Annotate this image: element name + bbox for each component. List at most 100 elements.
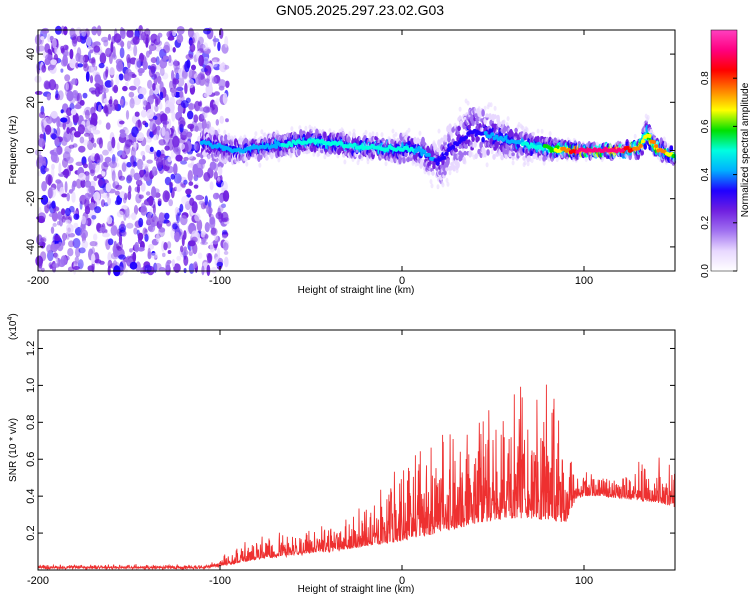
- noise-cell: [93, 175, 98, 182]
- noise-cell: [38, 260, 43, 269]
- noise-cell: [198, 107, 207, 112]
- ridge-halo-cell: [207, 154, 211, 160]
- noise-cell: [85, 109, 90, 120]
- noise-cell: [144, 28, 151, 37]
- noise-cell: [136, 58, 142, 68]
- noise-cell: [172, 135, 180, 148]
- ridge-cell: [368, 148, 372, 154]
- ridge-cell: [640, 149, 644, 156]
- ridge-cell: [446, 158, 450, 166]
- noise-cell: [224, 256, 229, 268]
- noise-cell: [64, 181, 68, 193]
- noise-cell: [158, 226, 166, 238]
- noise-cell: [139, 169, 145, 177]
- ridge-halo-cell: [470, 152, 474, 157]
- noise-cell: [80, 178, 86, 188]
- noise-cell: [53, 252, 59, 259]
- noise-cell: [56, 126, 61, 137]
- ridge-halo-cell: [407, 127, 411, 133]
- ridge-halo-cell: [446, 181, 450, 187]
- ridge-halo-cell: [371, 131, 375, 137]
- noise-cell: [111, 136, 116, 149]
- noise-cell: [72, 90, 77, 96]
- noise-cell: [82, 139, 89, 146]
- ridge-halo-cell: [298, 125, 302, 131]
- noise-cell: [209, 217, 216, 230]
- noise-cell: [142, 163, 150, 168]
- ridge-core-cell: [435, 161, 440, 166]
- noise-cell: [40, 165, 47, 175]
- noise-cell: [114, 175, 119, 186]
- ridge-cell: [323, 131, 327, 139]
- noise-cell: [188, 181, 194, 186]
- noise-cell: [88, 58, 96, 64]
- noise-cell: [186, 59, 191, 69]
- ridge-cell: [488, 113, 492, 120]
- noise-cell: [191, 64, 196, 71]
- noise-cell: [203, 48, 211, 55]
- noise-cell: [62, 120, 66, 130]
- spectrogram-cells: [34, 25, 677, 277]
- noise-cell: [197, 101, 202, 107]
- ridge-halo-cell: [506, 116, 510, 122]
- noise-cell: [176, 86, 184, 92]
- noise-cell: [156, 149, 162, 158]
- noise-cell: [152, 204, 156, 215]
- ridge-halo-cell: [277, 157, 281, 163]
- noise-cell: [81, 240, 89, 249]
- noise-cell: [212, 192, 220, 200]
- noise-cell: [40, 237, 47, 243]
- noise-cell: [175, 154, 183, 162]
- noise-cell: [148, 195, 154, 206]
- noise-cell: [37, 154, 44, 164]
- ridge-core-cell: [433, 158, 438, 163]
- snr-y-ticks: 0.2 0.4 0.6 0.8 1.0 1.2: [25, 341, 675, 541]
- noise-cell: [176, 98, 182, 105]
- noise-cell: [63, 26, 68, 36]
- noise-cell: [125, 110, 130, 120]
- noise-cell: [151, 186, 157, 199]
- ridge-halo-cell: [260, 129, 264, 135]
- noise-cell: [102, 232, 110, 238]
- noise-cell: [221, 234, 228, 239]
- noise-cell: [71, 183, 76, 192]
- noise-cell: [90, 64, 97, 74]
- noise-cell: [193, 261, 198, 268]
- noise-cell: [40, 194, 49, 205]
- noise-cell: [48, 64, 55, 71]
- ridge-cell: [445, 167, 449, 172]
- noise-cell: [50, 59, 57, 65]
- ridge-halo-cell: [276, 130, 280, 136]
- ridge-halo-cell: [548, 131, 552, 137]
- noise-cell: [116, 210, 124, 218]
- ridge-halo-cell: [495, 129, 499, 134]
- noise-cell: [93, 45, 101, 53]
- ridge-cell: [402, 156, 406, 164]
- noise-cell: [157, 198, 162, 205]
- noise-cell: [136, 60, 142, 68]
- noise-cell: [154, 40, 163, 47]
- noise-cell: [71, 78, 78, 85]
- noise-cell: [78, 172, 86, 181]
- noise-cell: [208, 81, 213, 90]
- noise-cell: [107, 33, 112, 41]
- noise-cell: [215, 119, 219, 126]
- noise-cell: [50, 226, 55, 234]
- noise-cell: [210, 104, 219, 115]
- noise-cell: [178, 137, 186, 144]
- noise-cell: [109, 67, 115, 76]
- noise-cell: [128, 85, 137, 91]
- noise-cell: [218, 213, 224, 223]
- ridge-halo-cell: [523, 160, 527, 166]
- ridge-halo-cell: [530, 158, 534, 164]
- noise-cell: [164, 212, 170, 220]
- ridge-core-cell: [540, 146, 545, 151]
- ridge-cell: [486, 149, 490, 156]
- noise-cell: [180, 100, 189, 109]
- ridge-halo-cell: [521, 125, 525, 131]
- noise-cell: [81, 27, 87, 37]
- noise-cell: [198, 200, 205, 206]
- ridge-core-cell: [641, 139, 645, 144]
- ridge-halo-cell: [323, 154, 327, 160]
- ridge-core-cell: [494, 134, 499, 139]
